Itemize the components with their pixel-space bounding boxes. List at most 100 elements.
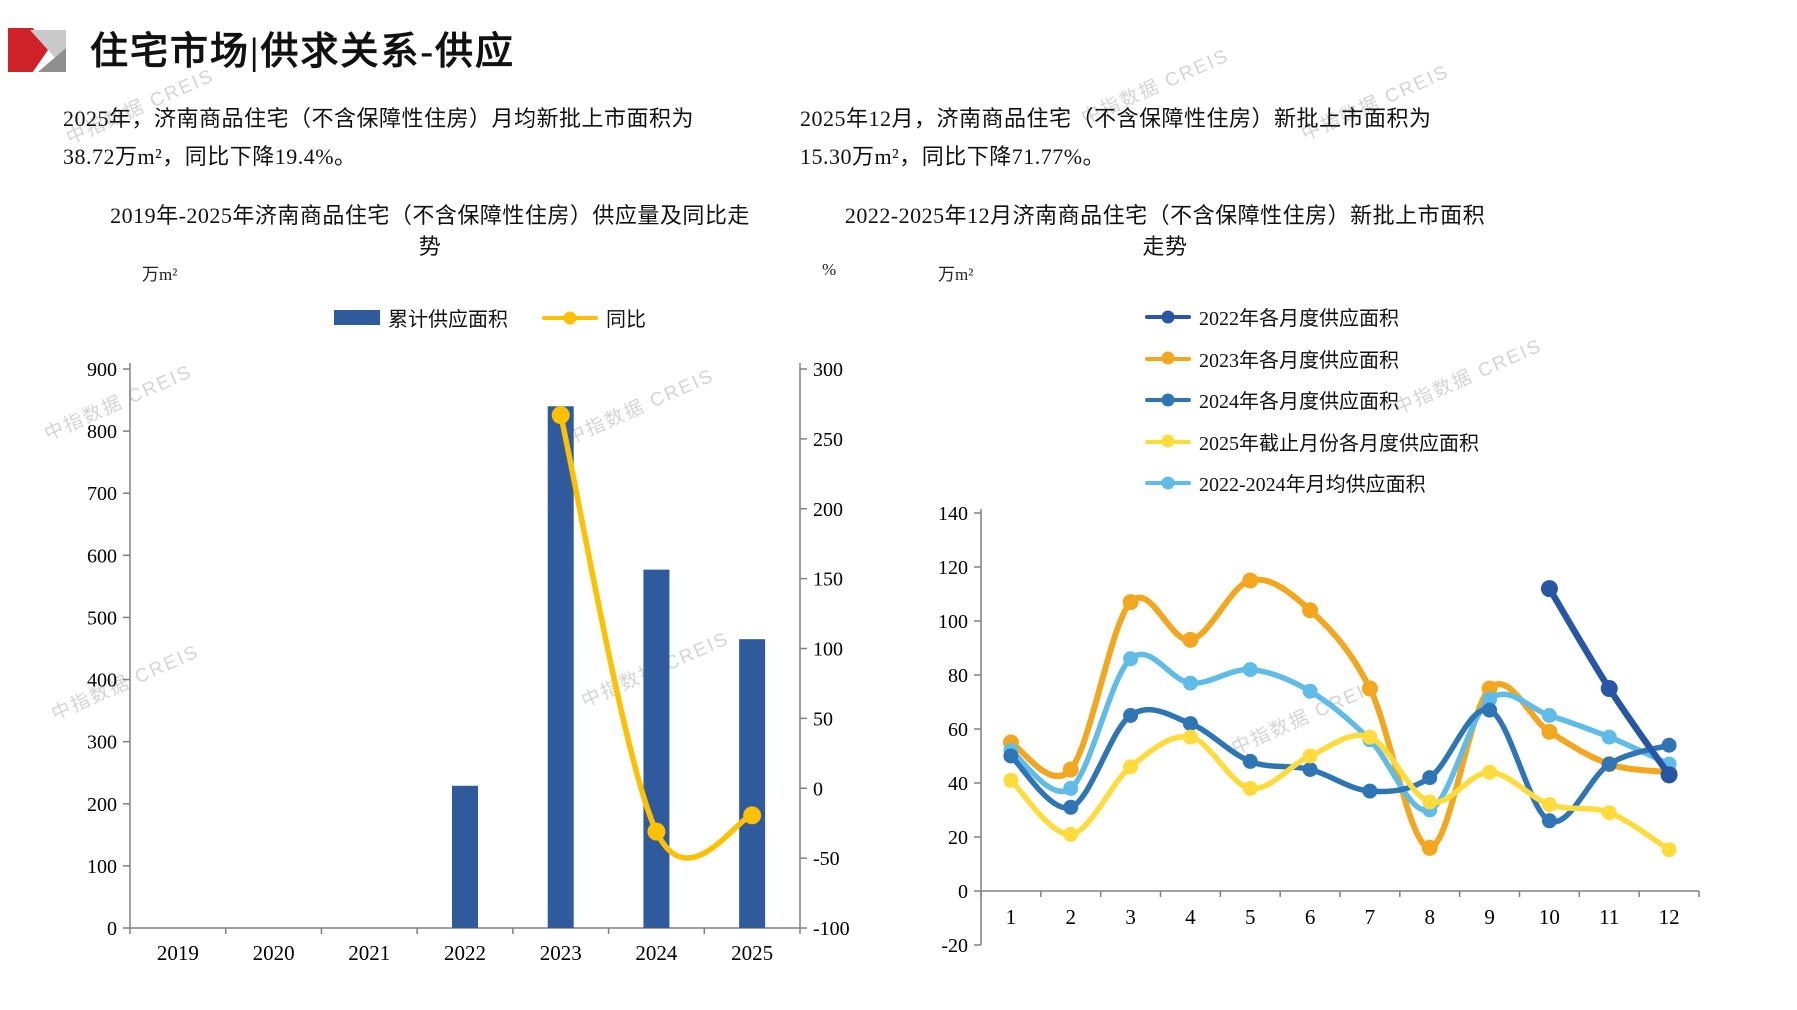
chart-title-left: 2019年-2025年济南商品住宅（不含保障性住房）供应量及同比走 势 (60, 200, 800, 262)
legend-line-swatch (1145, 434, 1191, 449)
svg-text:2025: 2025 (731, 941, 773, 965)
company-logo (8, 26, 70, 76)
svg-text:9: 9 (1484, 905, 1495, 929)
legend-item-series-3: 2025年截止月份各月度供应面积 (1145, 427, 1479, 456)
legend-right-chart: 2022年各月度供应面积 2023年各月度供应面积 2024年各月度供应面积 2025… (1145, 302, 1479, 497)
svg-text:200: 200 (87, 794, 117, 816)
summary-left: 2025年，济南商品住宅（不含保障性住房）月均新批上市面积为 38.72万m²，… (63, 100, 773, 176)
svg-text:7: 7 (1365, 905, 1376, 929)
svg-text:700: 700 (87, 483, 117, 505)
svg-text:40: 40 (948, 773, 968, 795)
svg-text:3: 3 (1125, 905, 1136, 929)
legend-item-yoy-line: 同比 (542, 303, 646, 332)
svg-text:10: 10 (1539, 905, 1560, 929)
svg-text:300: 300 (813, 359, 843, 381)
svg-text:500: 500 (87, 607, 117, 629)
legend-item-supply-bar: 累计供应面积 (334, 303, 508, 332)
legend-line-dot (1161, 393, 1175, 406)
legend-line-swatch (1145, 309, 1191, 324)
summary-left-line2: 38.72万m²，同比下降19.4%。 (63, 143, 357, 169)
svg-text:12: 12 (1659, 905, 1680, 929)
chart-title-left-line2: 势 (418, 234, 442, 260)
unit-label-left-axis: 万m² (142, 265, 178, 284)
legend-series-label: 2022-2024年月均供应面积 (1199, 474, 1426, 496)
svg-text:-50: -50 (813, 848, 840, 870)
yoy-line-series (551, 406, 762, 861)
svg-text:2021: 2021 (348, 941, 390, 965)
legend-item-series-4: 2022-2024年月均供应面积 (1145, 468, 1479, 497)
legend-line-dot (1161, 351, 1175, 365)
legend-line-dot (1161, 434, 1175, 448)
legend-item-series-2: 2024年各月度供应面积 (1145, 385, 1479, 414)
summary-left-line1: 2025年，济南商品住宅（不含保障性住房）月均新批上市面积为 (63, 106, 695, 131)
svg-text:100: 100 (87, 856, 117, 878)
svg-text:250: 250 (813, 429, 843, 451)
svg-text:20: 20 (948, 827, 968, 849)
chart-title-left-line1: 2019年-2025年济南商品住宅（不含保障性住房）供应量及同比走 (110, 203, 750, 228)
svg-text:2023: 2023 (540, 941, 582, 965)
legend-line-dot (563, 311, 577, 324)
svg-text:11: 11 (1599, 905, 1619, 929)
svg-text:2019: 2019 (157, 941, 199, 965)
chart-title-right-line2: 走势 (1142, 234, 1188, 260)
legend-series-label: 2024年各月度供应面积 (1199, 391, 1399, 413)
svg-text:6: 6 (1305, 905, 1316, 929)
legend-series-label: 2025年截止月份各月度供应面积 (1199, 432, 1479, 455)
svg-text:2024: 2024 (635, 941, 678, 965)
legend-item-series-1: 2023年各月度供应面积 (1145, 344, 1479, 373)
chart-title-right-line1: 2022-2025年12月济南商品住宅（不含保障性住房）新批上市面积 (844, 203, 1486, 228)
svg-text:2020: 2020 (253, 941, 295, 965)
legend-left-chart: 累计供应面积 同比 (250, 303, 730, 332)
legend-item-series-0: 2022年各月度供应面积 (1145, 302, 1479, 331)
svg-text:50: 50 (813, 708, 833, 730)
summary-right-line1: 2025年12月，济南商品住宅（不含保障性住房）新批上市面积为 (800, 106, 1432, 131)
svg-text:80: 80 (948, 665, 968, 687)
svg-text:400: 400 (87, 670, 117, 692)
svg-text:0: 0 (813, 778, 823, 800)
svg-text:4: 4 (1185, 905, 1196, 929)
svg-text:0: 0 (107, 918, 117, 940)
unit-label-right-chart: 万m² (938, 265, 974, 284)
line-series-3 (1003, 729, 1677, 858)
svg-text:0: 0 (958, 881, 968, 903)
svg-text:800: 800 (87, 421, 117, 443)
page-title: 住宅市场|供求关系-供应 (90, 31, 516, 73)
legend-line-swatch (1145, 351, 1191, 366)
svg-text:600: 600 (87, 545, 117, 567)
svg-text:60: 60 (948, 719, 968, 741)
summary-right: 2025年12月，济南商品住宅（不含保障性住房）新批上市面积为 15.30万m²… (800, 100, 1520, 176)
legend-line-swatch (1145, 475, 1191, 490)
chart-title-right: 2022-2025年12月济南商品住宅（不含保障性住房）新批上市面积 走势 (815, 200, 1515, 262)
legend-line-dot (1161, 310, 1175, 323)
svg-text:140: 140 (938, 503, 968, 525)
legend-line-dot (1161, 476, 1175, 489)
svg-text:2022: 2022 (444, 941, 486, 965)
line-series-2 (1003, 702, 1677, 829)
svg-text:150: 150 (813, 569, 843, 591)
legend-bar-label: 累计供应面积 (388, 309, 508, 331)
svg-text:100: 100 (813, 639, 843, 661)
svg-text:200: 200 (813, 499, 843, 521)
svg-text:-20: -20 (941, 935, 968, 957)
svg-text:1: 1 (1006, 905, 1017, 929)
svg-text:900: 900 (87, 359, 117, 381)
svg-text:120: 120 (938, 557, 968, 579)
legend-line-label: 同比 (606, 309, 646, 331)
summary-right-line2: 15.30万m²，同比下降71.77%。 (800, 143, 1106, 169)
svg-text:5: 5 (1245, 905, 1256, 929)
svg-text:8: 8 (1425, 905, 1436, 929)
legend-line-swatch (542, 310, 598, 325)
unit-label-right-axis: % (822, 260, 837, 279)
supply-bar-line-chart: 0 100 200 300 400 500 600 700 800 900 -100 -50 0 50 10… (87, 359, 850, 965)
svg-text:2: 2 (1066, 905, 1077, 929)
legend-line-swatch (1145, 392, 1191, 407)
legend-bar-swatch (334, 310, 380, 325)
svg-text:-100: -100 (813, 918, 850, 940)
line-series-0 (1540, 580, 1678, 784)
svg-text:300: 300 (87, 732, 117, 754)
svg-text:100: 100 (938, 611, 968, 633)
bar-series (452, 406, 766, 928)
legend-series-label: 2023年各月度供应面积 (1199, 349, 1399, 372)
